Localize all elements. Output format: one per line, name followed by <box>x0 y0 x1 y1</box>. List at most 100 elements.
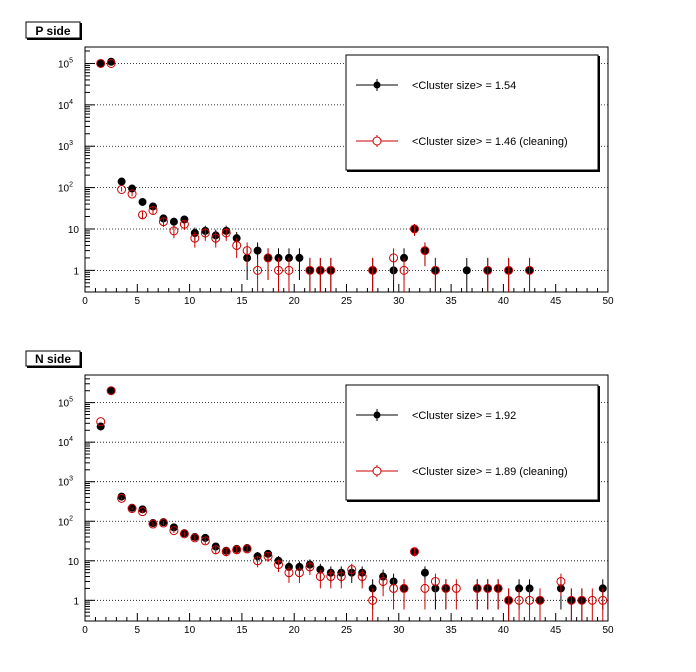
data-point <box>200 228 210 238</box>
legend-label: <Cluster size> = 1.92 <box>412 410 516 422</box>
data-point <box>96 58 106 68</box>
data-series <box>96 57 535 292</box>
y-tick-label: 104 <box>58 99 73 112</box>
data-point <box>472 583 482 593</box>
y-tick-label: 105 <box>58 397 73 410</box>
data-point <box>420 246 430 256</box>
series-cleaning <box>96 58 535 292</box>
x-tick-label: 5 <box>135 625 141 636</box>
data-point <box>138 197 147 206</box>
x-tick-label: 35 <box>446 625 458 636</box>
data-point <box>295 253 304 262</box>
x-axis-ticks: 0 5 10 15 20 25 30 35 40 45 50 <box>82 613 614 636</box>
data-point <box>190 233 200 243</box>
data-point <box>326 265 336 275</box>
data-point <box>525 595 535 605</box>
x-tick-label: 20 <box>289 625 301 636</box>
data-point <box>190 533 200 543</box>
data-point <box>420 568 429 577</box>
data-point <box>232 240 242 250</box>
panel-p-side: P side 0 5 10 15 20 25 30 35 40 45 50 1 10 102 103 104… <box>25 21 614 307</box>
data-point <box>399 583 409 593</box>
x-tick-label: 25 <box>341 625 353 636</box>
legend: <Cluster size> = 1.92 <Cluster size> = 1.… <box>345 384 600 502</box>
y-axis-ticks: 1 10 102 103 104 105 <box>58 50 95 288</box>
x-tick-label: 0 <box>82 296 88 307</box>
legend-marker <box>372 136 382 146</box>
legend-label: <Cluster size> = 1.46 (cleaning) <box>412 136 568 148</box>
data-point <box>389 583 399 593</box>
data-point <box>253 556 263 566</box>
data-point <box>117 184 127 194</box>
x-axis-ticks: 0 5 10 15 20 25 30 35 40 45 50 <box>82 284 614 307</box>
data-point <box>409 224 419 234</box>
data-point <box>514 595 524 605</box>
data-point <box>378 576 388 586</box>
data-point <box>430 576 440 586</box>
data-point <box>263 253 273 263</box>
data-point <box>577 595 587 605</box>
panel-title-box: P side <box>25 21 82 40</box>
data-point <box>347 565 357 575</box>
data-point <box>179 529 189 539</box>
data-point <box>253 246 262 255</box>
data-point <box>148 205 158 215</box>
data-point <box>493 583 503 593</box>
data-point <box>504 595 514 605</box>
x-tick-label: 45 <box>550 625 562 636</box>
data-point <box>221 547 231 557</box>
x-tick-label: 25 <box>341 296 353 307</box>
data-point <box>368 265 378 275</box>
data-point <box>169 217 178 226</box>
y-tick-label: 1 <box>73 266 79 277</box>
series-cleaning <box>96 386 608 621</box>
y-tick-label: 1 <box>73 596 79 607</box>
y-axis-ticks: 1 10 102 103 104 105 <box>58 378 95 617</box>
panel-title: P side <box>35 24 70 38</box>
x-tick-label: 30 <box>393 625 405 636</box>
y-tick-label: 103 <box>58 140 73 153</box>
data-point <box>96 422 105 431</box>
panel-title-box: N side <box>25 350 82 368</box>
y-tick-label: 102 <box>58 182 73 195</box>
data-point <box>357 572 367 582</box>
legend-marker <box>372 466 382 476</box>
data-point <box>315 572 325 582</box>
data-point <box>535 595 545 605</box>
data-point <box>158 217 168 227</box>
legend-marker <box>373 81 381 89</box>
y-tick-label: 103 <box>58 476 73 489</box>
y-tick-label: 102 <box>58 515 73 528</box>
x-tick-label: 10 <box>184 296 196 307</box>
data-series <box>96 386 608 621</box>
y-tick-label: 10 <box>68 225 80 236</box>
x-tick-label: 15 <box>236 625 248 636</box>
data-point <box>274 560 284 570</box>
data-point <box>305 265 315 275</box>
data-point <box>389 253 399 263</box>
data-point <box>127 189 137 199</box>
data-point <box>169 526 179 536</box>
data-point <box>106 386 116 396</box>
x-tick-label: 30 <box>393 296 405 307</box>
data-point <box>106 58 116 68</box>
data-point <box>117 177 126 186</box>
x-tick-label: 15 <box>236 296 248 307</box>
data-point <box>242 544 252 554</box>
data-point <box>483 265 493 275</box>
data-point <box>399 265 409 275</box>
data-point <box>138 507 148 517</box>
y-tick-label: 105 <box>58 57 73 70</box>
data-point <box>525 265 535 275</box>
panel-n-side: N side 0 5 10 15 20 25 30 35 40 45 50 1 10 102 103 104… <box>25 350 614 636</box>
data-point <box>127 504 137 514</box>
data-point <box>336 572 346 582</box>
data-point <box>441 583 451 593</box>
x-tick-label: 50 <box>602 296 614 307</box>
y-tick-label: 10 <box>68 557 80 568</box>
data-point <box>566 595 576 605</box>
x-tick-label: 50 <box>602 625 614 636</box>
data-point <box>315 265 325 275</box>
data-point <box>284 265 294 275</box>
